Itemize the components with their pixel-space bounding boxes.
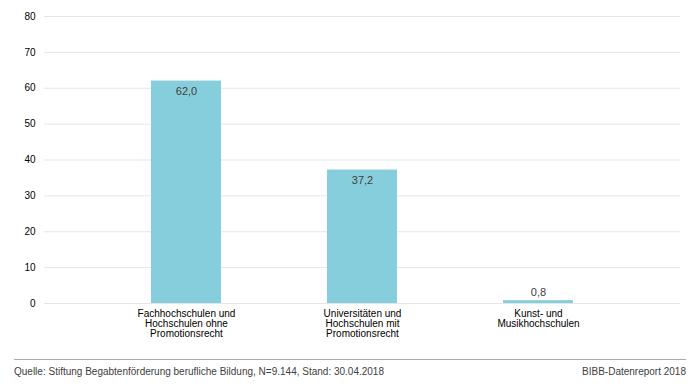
svg-text:40: 40	[24, 154, 36, 165]
svg-text:70: 70	[24, 47, 36, 58]
svg-text:10: 10	[24, 262, 36, 273]
svg-text:37,2: 37,2	[352, 174, 373, 186]
svg-text:60: 60	[24, 82, 36, 93]
svg-text:20: 20	[24, 226, 36, 237]
svg-text:Kunst- undMusikhochschulen: Kunst- undMusikhochschulen	[497, 308, 579, 329]
svg-text:0: 0	[30, 298, 36, 309]
svg-text:Fachhochschulen undHochschulen: Fachhochschulen undHochschulen ohnePromo…	[138, 308, 236, 339]
svg-text:62,0: 62,0	[176, 85, 197, 97]
svg-text:30: 30	[24, 190, 36, 201]
svg-text:0,8: 0,8	[531, 286, 546, 298]
svg-text:80: 80	[24, 11, 36, 22]
svg-text:Universitäten undHochschulen m: Universitäten undHochschulen mitPromotio…	[324, 308, 402, 339]
html-text:BIBB-Datenreport 2018: BIBB-Datenreport 2018	[582, 366, 686, 377]
html-text:Quelle: Stiftung Begabtenförde: Quelle: Stiftung Begabtenförderung beruf…	[14, 366, 384, 377]
svg-text:50: 50	[24, 118, 36, 129]
